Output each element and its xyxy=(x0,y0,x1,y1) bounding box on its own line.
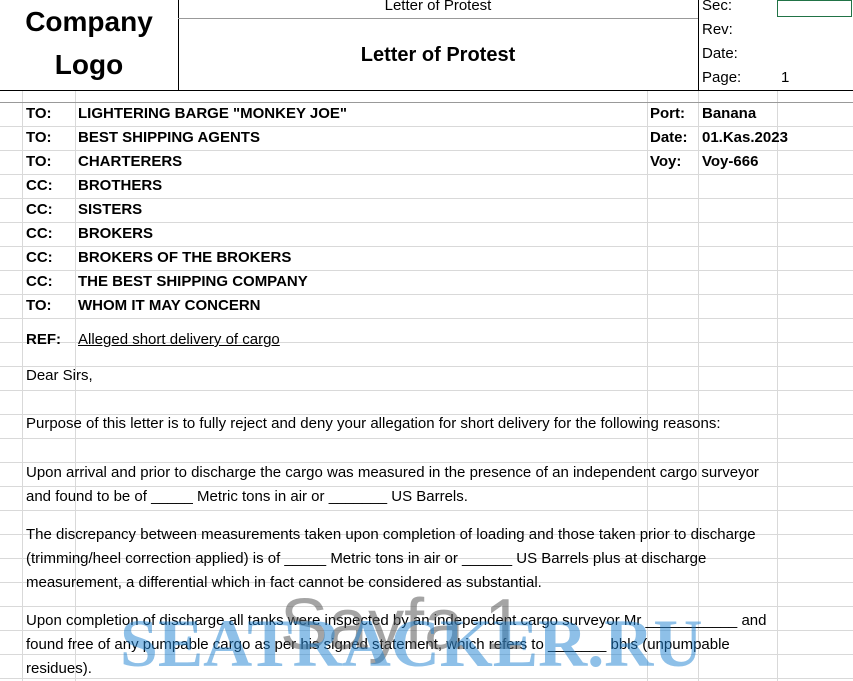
voyage-value: Banana xyxy=(702,105,757,122)
title: Letter of Protest xyxy=(360,44,516,66)
recipient-name: SISTERS xyxy=(78,201,143,218)
field-label: Rev: xyxy=(702,21,733,38)
recipient-name: WHOM IT MAY CONCERN xyxy=(78,297,261,314)
recipient-role: TO: xyxy=(26,105,52,122)
recipient-name: THE BEST SHIPPING COMPANY xyxy=(78,273,308,290)
recipient-role: TO: xyxy=(26,129,52,146)
body-line: The discrepancy between measurements tak… xyxy=(26,526,756,543)
recipient-name: BROKERS OF THE BROKERS xyxy=(78,249,292,266)
body-line: residues). xyxy=(26,660,92,677)
recipient-role: CC: xyxy=(26,201,53,218)
recipient-name: LIGHTERING BARGE "MONKEY JOE" xyxy=(78,105,347,122)
body-line: Dear Sirs, xyxy=(26,367,93,384)
recipient-name: BROKERS xyxy=(78,225,154,242)
logo-text: Logo xyxy=(54,49,124,80)
body-line: measurement, a differential which in fac… xyxy=(26,574,542,591)
recipient-name: CHARTERERS xyxy=(78,153,183,170)
recipient-role: CC: xyxy=(26,177,53,194)
body-line: and found to be of _____ Metric tons in … xyxy=(26,488,468,505)
field-label: Page: xyxy=(702,69,742,86)
field-label: Date: xyxy=(702,45,738,62)
ref-text: Alleged short delivery of cargo xyxy=(78,331,280,348)
recipient-role: CC: xyxy=(26,273,53,290)
watermark-text: SEATRACKER.RU xyxy=(120,605,703,681)
ref-label: REF: xyxy=(26,331,61,348)
body-line: (trimming/heel correction applied) is of… xyxy=(26,550,707,567)
small-title: Letter of Protest xyxy=(384,0,492,14)
body-line: Upon completion of discharge all tanks w… xyxy=(26,612,767,629)
recipient-role: CC: xyxy=(26,225,53,242)
voyage-label: Voy: xyxy=(650,153,682,170)
field-label: Sec: xyxy=(702,0,733,14)
body-line: found free of any pumpable cargo as per … xyxy=(26,636,730,653)
voyage-label: Port: xyxy=(650,105,685,122)
header-block xyxy=(0,0,853,91)
voyage-value: Voy-666 xyxy=(702,153,759,170)
voyage-value: 01.Kas.2023 xyxy=(702,129,788,146)
page-number: 1 xyxy=(781,69,790,86)
recipient-name: BEST SHIPPING AGENTS xyxy=(78,129,260,146)
recipient-role: CC: xyxy=(26,249,53,266)
watermark-text: Sayfa 1 xyxy=(280,585,525,665)
recipient-name: BROTHERS xyxy=(78,177,163,194)
recipient-role: TO: xyxy=(26,297,52,314)
selected-cell[interactable] xyxy=(777,0,852,17)
body-line: Purpose of this letter is to fully rejec… xyxy=(26,415,721,432)
body-line: Upon arrival and prior to discharge the … xyxy=(26,464,759,481)
recipient-role: TO: xyxy=(26,153,52,170)
logo-text: Company xyxy=(25,6,153,37)
voyage-label: Date: xyxy=(650,129,688,146)
